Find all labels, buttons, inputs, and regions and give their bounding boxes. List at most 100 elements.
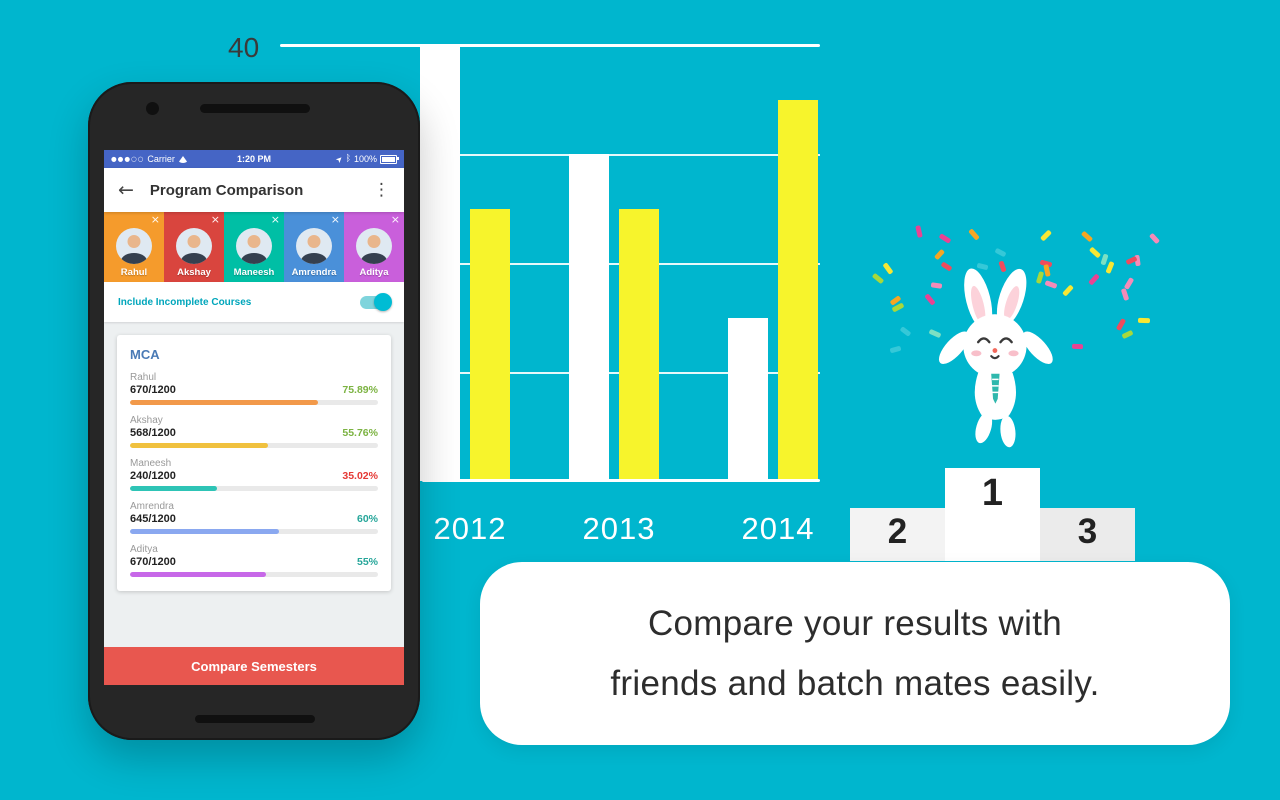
x-axis-label: 2014 (741, 511, 815, 546)
toggle-knob (374, 293, 392, 311)
back-arrow-icon[interactable]: ← (118, 179, 134, 201)
gridline-30 (420, 154, 820, 156)
result-name: Maneesh (130, 458, 172, 469)
result-score: 670/1200 (130, 384, 176, 396)
avatar (356, 228, 392, 264)
app-bar: ← Program Comparison ⋮ (104, 168, 404, 212)
bar-2014-series-white (728, 317, 768, 481)
result-row: Rahul 670/1200 75.89% (130, 372, 378, 405)
podium: 2 1 3 (850, 468, 1135, 561)
clock: 1:20 PM (237, 154, 272, 164)
bar-2013-series-yellow (619, 208, 659, 481)
results-area: MCA Rahul 670/1200 75.89% Akshay 568/1200… (104, 322, 404, 647)
y-axis-max-label: 40 (228, 32, 260, 63)
bar-2014-series-yellow (778, 99, 818, 481)
progress-fill (130, 529, 279, 534)
bunny-illustration (938, 268, 1053, 448)
avatar (176, 228, 212, 264)
bottom-slot (195, 715, 315, 723)
result-name: Aditya (130, 544, 158, 555)
camera-dot (146, 102, 159, 115)
caption-line-1: Compare your results with (647, 603, 1063, 643)
result-percent: 55.76% (342, 427, 378, 439)
speaker-slot (200, 104, 310, 113)
phone-screen: ●●●○○ Carrier 1:20 PM ➤ ᛒ 100% ← Program… (104, 150, 404, 685)
x-axis-line (422, 479, 820, 482)
wifi-icon (177, 155, 188, 163)
progress-track (130, 529, 378, 534)
selected-students-row: × Rahul × Akshay × Maneesh × Amr (104, 212, 404, 282)
toggle-label: Include Incomplete Courses (118, 296, 252, 308)
avatar (296, 228, 332, 264)
bluetooth-icon: ᛒ (345, 154, 351, 164)
result-row: Amrendra 645/1200 60% (130, 501, 378, 534)
podium-third: 3 (1040, 508, 1135, 561)
status-bar: ●●●○○ Carrier 1:20 PM ➤ ᛒ 100% (104, 150, 404, 168)
remove-student-icon[interactable]: × (330, 213, 340, 226)
progress-fill (130, 400, 319, 405)
phone-mockup: ●●●○○ Carrier 1:20 PM ➤ ᛒ 100% ← Program… (88, 82, 420, 740)
podium-rank-label: 1 (981, 472, 1004, 514)
result-row: Akshay 568/1200 55.76% (130, 415, 378, 448)
avatar (236, 228, 272, 264)
result-name: Akshay (130, 415, 163, 426)
student-name: Aditya (359, 267, 389, 278)
student-name: Amrendra (291, 267, 337, 278)
overflow-menu-icon[interactable]: ⋮ (373, 180, 390, 200)
remove-student-icon[interactable]: × (270, 213, 280, 226)
battery-percent: 100% (353, 154, 378, 164)
caption-bubble: Compare your results with friends and ba… (480, 562, 1230, 745)
result-score: 645/1200 (130, 513, 176, 525)
x-axis-label: 2013 (582, 511, 656, 546)
podium-rank-label: 2 (887, 512, 908, 551)
result-percent: 55% (356, 556, 378, 568)
result-name: Amrendra (130, 501, 174, 512)
battery-icon (380, 154, 400, 164)
result-score: 568/1200 (130, 427, 176, 439)
student-chip-maneesh[interactable]: × Maneesh (224, 212, 284, 282)
gridline-top (280, 44, 820, 47)
compare-semesters-button[interactable]: Compare Semesters (104, 647, 404, 685)
student-name: Rahul (120, 267, 148, 278)
progress-track (130, 486, 378, 491)
bar-2012-series-white (420, 45, 460, 481)
remove-student-icon[interactable]: × (150, 213, 160, 226)
page-title: Program Comparison (149, 181, 304, 199)
program-title: MCA (130, 347, 160, 362)
result-percent: 75.89% (342, 384, 378, 396)
caption-line-2: friends and batch mates easily. (610, 663, 1100, 703)
student-chip-rahul[interactable]: × Rahul (104, 212, 164, 282)
location-icon: ➤ (333, 153, 345, 165)
include-incomplete-toggle[interactable] (360, 293, 392, 311)
result-row: Maneesh 240/1200 35.02% (130, 458, 378, 491)
progress-track (130, 572, 378, 577)
result-percent: 35.02% (342, 470, 378, 482)
podium-rank-label: 3 (1077, 512, 1098, 551)
bar-2012-series-yellow (470, 208, 510, 481)
student-chip-amrendra[interactable]: × Amrendra (284, 212, 344, 282)
student-name: Akshay (177, 267, 211, 278)
x-axis-label: 2012 (433, 511, 507, 546)
result-percent: 60% (356, 513, 378, 525)
result-name: Rahul (130, 372, 157, 383)
result-score: 670/1200 (130, 556, 176, 568)
progress-fill (130, 486, 217, 491)
progress-track (130, 443, 378, 448)
podium-second: 2 (850, 508, 945, 561)
progress-fill (130, 572, 267, 577)
result-row: Aditya 670/1200 55% (130, 544, 378, 577)
remove-student-icon[interactable]: × (210, 213, 220, 226)
signal-dots-icon: ●●●○○ (111, 155, 145, 163)
remove-student-icon[interactable]: × (390, 213, 400, 226)
student-chip-aditya[interactable]: × Aditya (344, 212, 404, 282)
include-incomplete-row: Include Incomplete Courses (104, 282, 404, 322)
bar-2013-series-white (569, 154, 609, 481)
progress-fill (130, 443, 269, 448)
progress-track (130, 400, 378, 405)
student-name: Maneesh (233, 267, 275, 278)
student-chip-akshay[interactable]: × Akshay (164, 212, 224, 282)
avatar (116, 228, 152, 264)
carrier-label: Carrier (147, 154, 175, 164)
